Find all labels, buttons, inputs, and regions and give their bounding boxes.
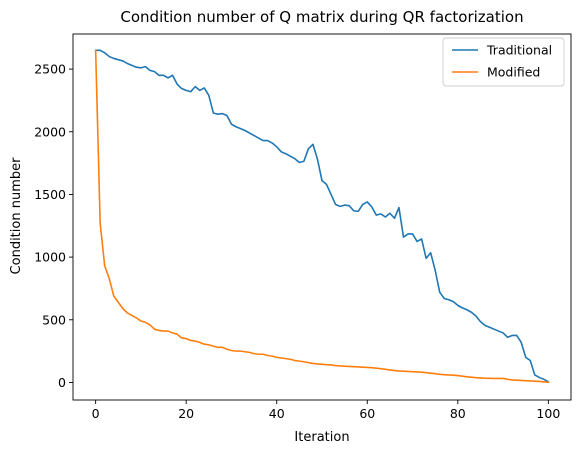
legend: Traditional Modified <box>442 37 565 87</box>
x-tick-label: 40 <box>269 406 285 421</box>
plot-area <box>72 33 572 401</box>
x-axis-label: Iteration <box>294 430 349 445</box>
y-tick-label: 2000 <box>34 124 66 139</box>
x-tick-label: 0 <box>92 406 100 421</box>
x-tick-label: 100 <box>536 406 560 421</box>
x-tick-label: 60 <box>359 406 375 421</box>
y-tick-label: 500 <box>42 312 66 327</box>
legend-label-traditional: Traditional <box>486 43 552 58</box>
y-axis-label: Condition number <box>9 157 24 275</box>
series-line-traditional <box>94 49 550 383</box>
chart-title: Condition number of Q matrix during QR f… <box>120 8 523 26</box>
y-tick-label: 0 <box>58 375 66 390</box>
x-tick-label: 20 <box>178 406 194 421</box>
x-tick-label: 80 <box>450 406 466 421</box>
y-tick-label: 1500 <box>34 187 66 202</box>
axes-frame <box>72 33 572 401</box>
legend-label-modified: Modified <box>487 65 540 80</box>
series-line-modified <box>94 49 550 384</box>
y-tick-label: 2500 <box>34 62 66 77</box>
y-tick-label: 1000 <box>34 250 66 265</box>
